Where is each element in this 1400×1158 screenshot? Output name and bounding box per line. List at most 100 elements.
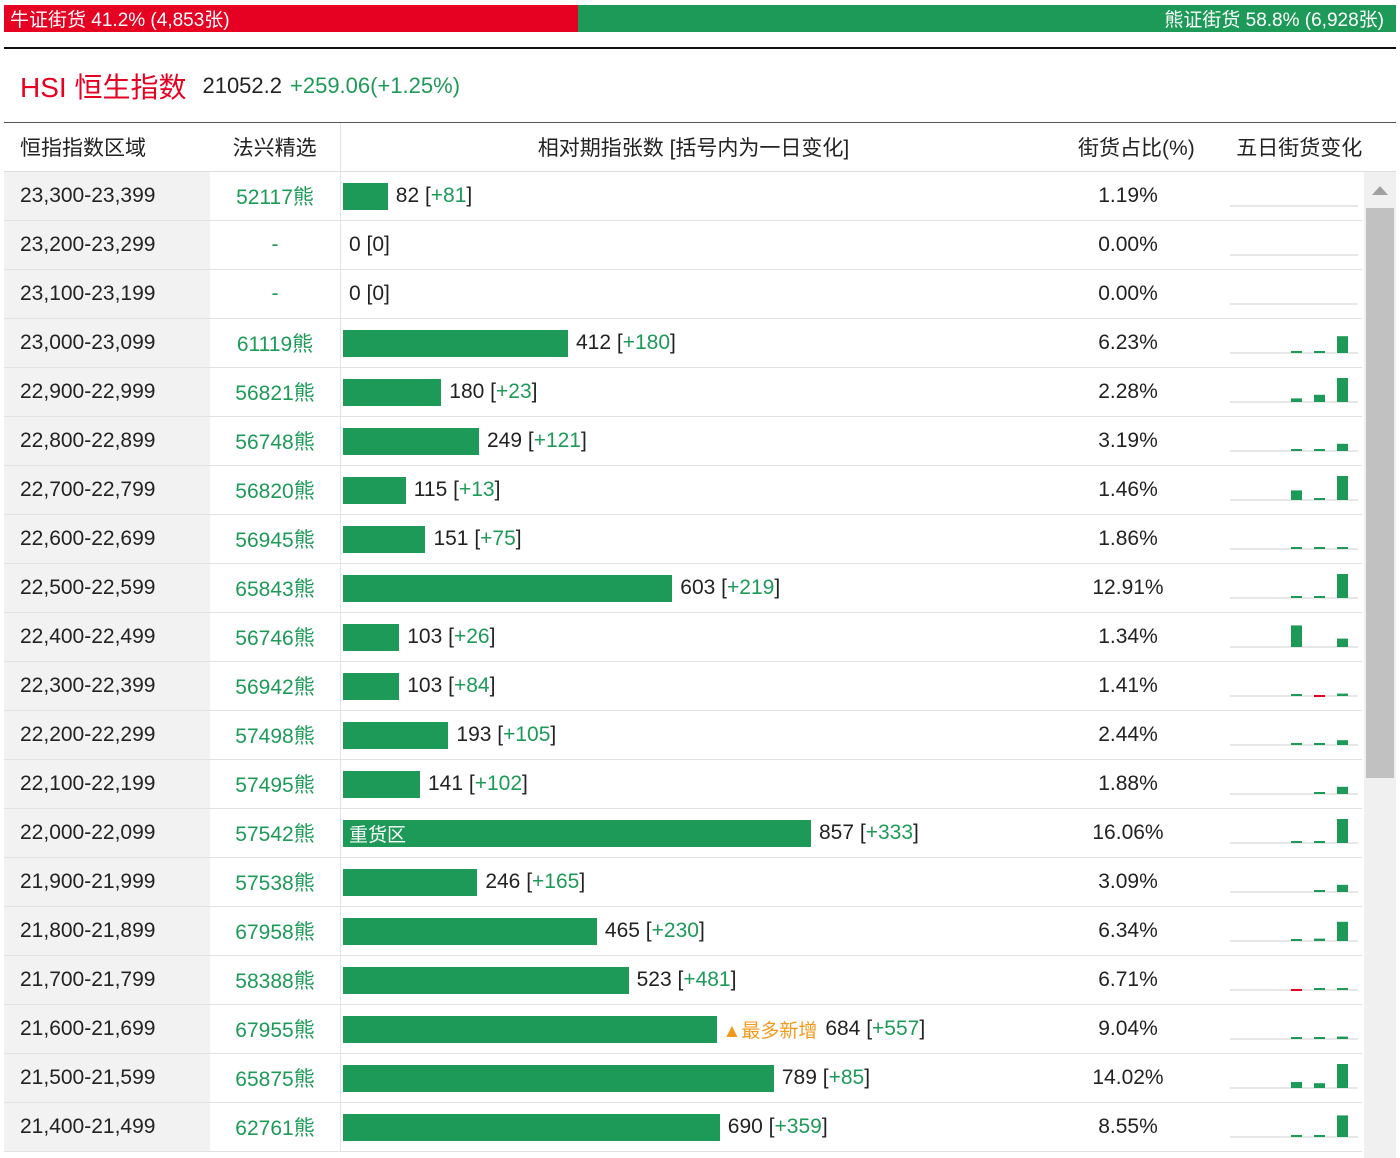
sparkline-bar [1337,574,1348,598]
count-bar [343,329,568,357]
five-day-sparkline [1228,907,1362,955]
share-percent: 14.02% [1092,1066,1164,1089]
sparkline-bar [1291,989,1302,991]
count-number: 603 [680,576,716,599]
warrant-code-link[interactable]: 56820熊 [235,480,315,503]
scrollbar-thumb[interactable] [1366,208,1394,778]
count-delta: +85 [828,1066,865,1089]
share-percent: 2.28% [1098,380,1158,403]
warrant-code-link[interactable]: 67955熊 [235,1019,315,1042]
table-row[interactable]: 22,500-22,599 65843熊 603 [+219] 12.91% [4,564,1362,613]
table-row[interactable]: 21,800-21,899 67958熊 465 [+230] 6.34% [4,907,1362,956]
count-value: 684 [+557] [825,1017,926,1040]
table-row[interactable]: 21,600-21,699 67955熊 ▲最多新增 684 [+557] 9.04% [4,1005,1362,1054]
range-cell: 22,500-22,599 [4,564,210,612]
warrant-code-link[interactable]: 58388熊 [235,970,315,993]
count-number: 0 [349,233,361,256]
warrant-code-link[interactable]: 65843熊 [235,578,315,601]
warrant-code-link[interactable]: 56748熊 [235,431,315,454]
warrant-code-link[interactable]: 57495熊 [235,774,315,797]
sparkline-bar [1337,547,1348,549]
table-row[interactable]: 23,300-23,399 52117熊 82 [+81] 1.19% [4,172,1362,221]
share-percent: 1.41% [1098,674,1158,697]
warrant-code-link[interactable]: 57498熊 [235,725,315,748]
table-row[interactable]: 21,700-21,799 58388熊 523 [+481] 6.71% [4,956,1362,1005]
count-value: 603 [+219] [680,576,781,599]
sparkline-bar [1337,336,1348,353]
table-row[interactable]: 23,100-23,199 - 0 [0] 0.00% [4,270,1362,319]
table-row[interactable]: 21,900-21,999 57538熊 246 [+165] 3.09% [4,858,1362,907]
vertical-scrollbar[interactable] [1364,172,1396,1158]
five-day-sparkline [1228,760,1362,808]
warrant-code-link[interactable]: 56942熊 [235,676,315,699]
warrant-code-link[interactable]: 62761熊 [235,1117,315,1140]
most-added-label: ▲最多新增 [722,1020,818,1042]
count-number: 249 [486,429,523,452]
table-row[interactable]: 22,000-22,099 57542熊 重货区 857 [+333] 16.06% [4,809,1362,858]
table-row[interactable]: 23,000-23,099 61119熊 412 [+180] 6.23% [4,319,1362,368]
warrant-code-link[interactable]: 61119熊 [236,333,314,356]
range-cell: 21,800-21,899 [4,907,210,955]
warrant-code-link[interactable]: 65875熊 [235,1068,315,1091]
count-bar: 重货区 [343,819,811,847]
share-percent: 16.06% [1092,821,1164,844]
count-bar [343,623,400,651]
sparkline-bar [1337,921,1348,941]
table-row[interactable]: 22,100-22,199 57495熊 141 [+102] 1.88% [4,760,1362,809]
table-row[interactable]: 23,200-23,299 - 0 [0] 0.00% [4,221,1362,270]
count-value: 249 [+121] [486,429,587,452]
five-day-sparkline [1228,417,1362,465]
table-row[interactable]: 22,300-22,399 56942熊 103 [+84] 1.41% [4,662,1362,711]
count-value: 180 [+23] [449,380,538,403]
warrant-code-link[interactable]: 56945熊 [235,529,315,552]
range-cell: 21,400-21,499 [4,1103,210,1151]
warrant-code-link[interactable]: 57538熊 [235,872,315,895]
count-value: 523 [+481] [636,968,737,991]
col-header-count: 相对期指张数 [括号内为一日变化] [339,123,1047,171]
warrant-code-link[interactable]: 56746熊 [235,627,315,650]
five-day-sparkline [1228,515,1362,563]
sparkline-bar [1337,378,1348,402]
warrant-code-link[interactable]: 52117熊 [236,186,314,209]
share-percent: 6.71% [1098,968,1158,991]
scroll-up-arrow-icon[interactable] [1372,186,1388,195]
sparkline-bar [1291,351,1302,353]
sparkline-bar [1314,695,1325,697]
table-row[interactable]: 21,400-21,499 62761熊 690 [+359] 8.55% [4,1103,1362,1152]
five-day-sparkline [1228,662,1362,710]
count-number: 465 [604,919,640,942]
table-row[interactable]: 22,900-22,999 56821熊 180 [+23] 2.28% [4,368,1362,417]
bull-ratio-segment: 牛证街货 41.2% (4,853张) [4,5,578,32]
sparkline-bar [1314,449,1325,451]
sparkline-bar [1314,938,1325,941]
count-delta: +102 [474,772,523,795]
sparkline-bar [1337,884,1348,892]
count-value: 103 [+84] [407,674,496,697]
sparkline-bar [1337,693,1348,696]
sparkline-bar [1291,398,1302,402]
table-row[interactable]: 22,400-22,499 56746熊 103 [+26] 1.34% [4,613,1362,662]
table-row[interactable]: 21,500-21,599 65875熊 789 [+85] 14.02% [4,1054,1362,1103]
table-row[interactable]: 22,700-22,799 56820熊 115 [+13] 1.46% [4,466,1362,515]
count-bar-cell: 141 [+102] [340,760,1028,808]
warrant-code-link[interactable]: 57542熊 [235,823,315,846]
sparkline-bar [1291,743,1302,745]
sparkline-bar [1337,988,1348,990]
table-row[interactable]: 22,600-22,699 56945熊 151 [+75] 1.86% [4,515,1362,564]
share-percent: 1.86% [1098,527,1158,550]
count-number: 690 [727,1115,763,1138]
five-day-sparkline [1228,221,1362,269]
share-percent: 0.00% [1098,233,1158,256]
share-percent: 2.44% [1098,723,1158,746]
warrant-code-link[interactable]: 67958熊 [235,921,315,944]
table-row[interactable]: 22,800-22,899 56748熊 249 [+121] 3.19% [4,417,1362,466]
count-value: 0 [0] [349,282,390,305]
range-cell: 22,700-22,799 [4,466,210,514]
col-header-range: 恒指指数区域 [20,137,146,160]
table-row[interactable]: 22,200-22,299 57498熊 193 [+105] 2.44% [4,711,1362,760]
sparkline-bar [1337,1064,1348,1088]
warrant-code-link[interactable]: 56821熊 [235,382,315,405]
count-delta: +75 [480,527,516,550]
count-bar [343,525,426,553]
five-day-sparkline [1228,858,1362,906]
